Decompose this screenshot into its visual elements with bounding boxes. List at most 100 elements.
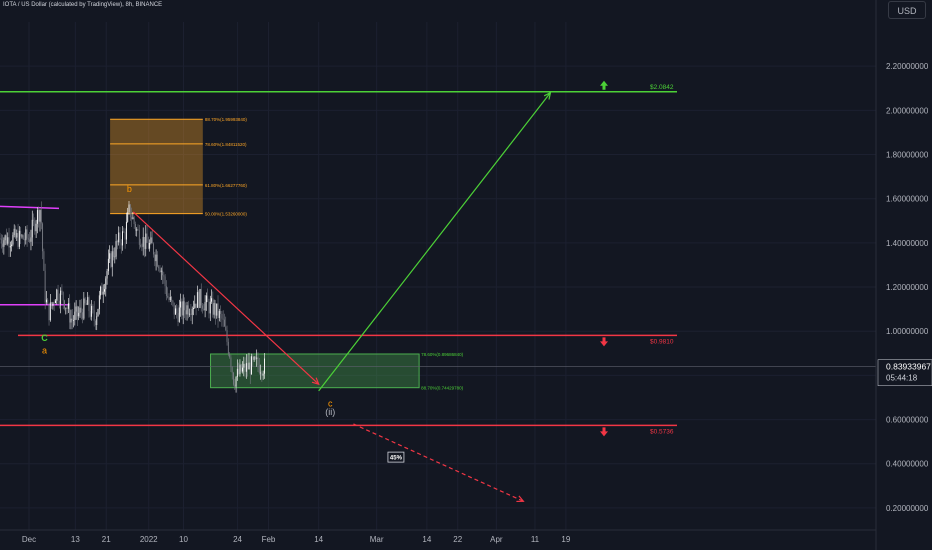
candle-body: [180, 301, 182, 308]
projection-line-up[interactable]: [318, 92, 551, 392]
candle-body: [79, 307, 81, 313]
fib-retracement-box: [110, 119, 203, 214]
x-tick-label: 22: [453, 535, 462, 544]
candle-body: [17, 233, 19, 247]
wave-label: a: [42, 345, 47, 355]
candle-body: [76, 306, 78, 317]
projection-line-dashed[interactable]: [353, 423, 524, 502]
candle-body: [40, 210, 42, 224]
candle-body: [42, 223, 44, 252]
wave-label: b: [127, 184, 132, 194]
horizontal-levels: $2.0842 $0.9810 $0.5736: [0, 80, 876, 437]
x-tick-label: Mar: [370, 535, 384, 544]
candle-body: [154, 254, 156, 262]
candle-body: [52, 302, 54, 307]
candle-body: [83, 298, 85, 319]
candle-body: [111, 251, 113, 267]
candle-body: [190, 313, 192, 315]
candle-body: [173, 302, 175, 315]
candle-body: [236, 368, 238, 377]
candle-body: [146, 233, 148, 243]
probability-label: 45%: [390, 456, 403, 462]
candle-body: [218, 310, 220, 318]
candle-body: [43, 251, 45, 271]
x-axis[interactable]: Dec 13 21 2022 10 24 Feb 14 Mar 14 22 Apr 11 19: [0, 529, 876, 544]
candle-body: [169, 296, 171, 301]
candle-body: [39, 210, 41, 222]
candle-body: [171, 296, 173, 301]
candle-body: [187, 305, 189, 315]
y-axis[interactable]: 2.20000000 2.00000000 1.80000000 1.60000000…: [875, 0, 932, 550]
candle-body: [45, 299, 47, 303]
candle-body: [208, 301, 210, 314]
candle-body: [21, 235, 23, 237]
candle-body: [257, 357, 259, 366]
candle-body: [16, 233, 18, 238]
candle-body: [194, 303, 196, 308]
candle-body: [78, 312, 80, 317]
projections: [132, 91, 552, 503]
candle-body: [124, 232, 126, 240]
candle-body: [110, 253, 112, 267]
candle-body: [105, 278, 107, 290]
y-tick-label: 1.80000000: [886, 151, 929, 160]
projection-line-down[interactable]: [132, 211, 320, 385]
candle-body: [147, 242, 149, 249]
candle-body: [22, 235, 24, 240]
candle-body: [137, 229, 139, 230]
candle-body: [119, 232, 121, 244]
y-tick-label: 0.40000000: [886, 460, 929, 469]
y-tick-label: 1.40000000: [886, 239, 929, 248]
candle-body: [207, 295, 209, 302]
candle-body: [174, 308, 176, 315]
arrow-up-icon: [600, 80, 608, 90]
candle-body: [245, 363, 247, 372]
candle-body: [97, 309, 99, 317]
candle-body: [109, 253, 111, 259]
candle-body: [75, 306, 77, 312]
candle-body: [11, 244, 13, 246]
wave-label: (ii): [325, 407, 335, 417]
candle-body: [131, 217, 133, 219]
candle-body: [70, 318, 72, 323]
candle-body: [29, 239, 31, 242]
candle-body: [69, 303, 71, 323]
x-tick-label: 11: [531, 535, 540, 544]
candle-body: [65, 307, 67, 309]
candle-body: [62, 292, 64, 301]
candle-body: [262, 373, 264, 376]
candle-body: [67, 303, 69, 309]
candle-body: [141, 246, 143, 248]
annotations: Ca b c(ii) 45%: [41, 184, 405, 463]
candle-body: [213, 303, 215, 315]
candle-body: [9, 245, 11, 248]
current-price-label: 0.83933967: [886, 362, 931, 372]
candle-body: [199, 289, 201, 308]
candle-body: [196, 292, 198, 308]
price-level-label: $0.9810: [650, 338, 674, 345]
candle-body: [221, 313, 223, 319]
candle-body: [113, 251, 114, 258]
fib-level-label: 61.80%(1.66277760): [205, 183, 248, 188]
unit-label[interactable]: USD: [888, 1, 926, 19]
candle-body: [101, 286, 103, 295]
candle-body: [31, 219, 33, 238]
candle-body: [104, 289, 105, 292]
candle-body: [261, 372, 263, 376]
price-level-label: $2.0842: [650, 84, 674, 91]
candle-body: [144, 237, 145, 249]
candle-body: [189, 313, 191, 315]
candle-body: [91, 305, 93, 317]
y-tick-label: 2.00000000: [886, 106, 929, 115]
candle-body: [184, 301, 185, 311]
candle-body: [247, 363, 249, 370]
wave-label: c: [328, 398, 333, 408]
candle-body: [114, 256, 116, 258]
arrowhead-icon: [543, 91, 552, 100]
candle-body: [163, 275, 165, 277]
zone-level-label: 88.70%(0.74429780): [421, 386, 464, 391]
candle-body: [142, 237, 144, 247]
candle-body: [230, 357, 232, 368]
candle-body: [140, 244, 142, 247]
